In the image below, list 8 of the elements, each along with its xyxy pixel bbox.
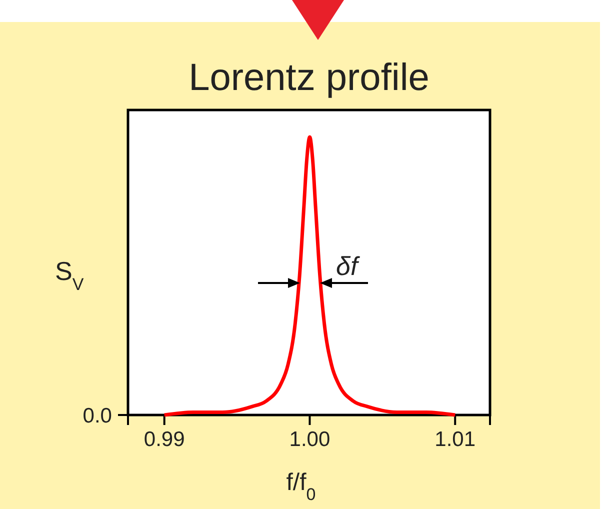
y-axis-title: S$_{V}$ <box>55 256 84 294</box>
annotation: δf <box>336 251 360 281</box>
x-tick-label: 1.00 <box>289 428 330 451</box>
text: 0.0 <box>82 404 112 428</box>
x-tick-label: 1.01 <box>434 428 476 451</box>
x-tick-label: 0.99 <box>144 428 185 451</box>
chart-title: Lorentz profile <box>188 57 430 99</box>
x-axis-title: f/f$_{0}$ <box>286 469 316 504</box>
